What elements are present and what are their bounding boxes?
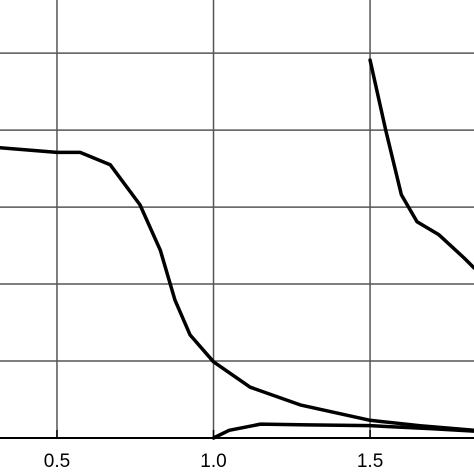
x-tick-label: 1.5: [357, 451, 383, 472]
x-tick-label: 1.0: [200, 451, 226, 472]
data-line: [0, 146, 474, 433]
x-tick-label: 0.5: [44, 451, 70, 472]
data-line: [368, 58, 474, 270]
data-line: [211, 422, 474, 440]
